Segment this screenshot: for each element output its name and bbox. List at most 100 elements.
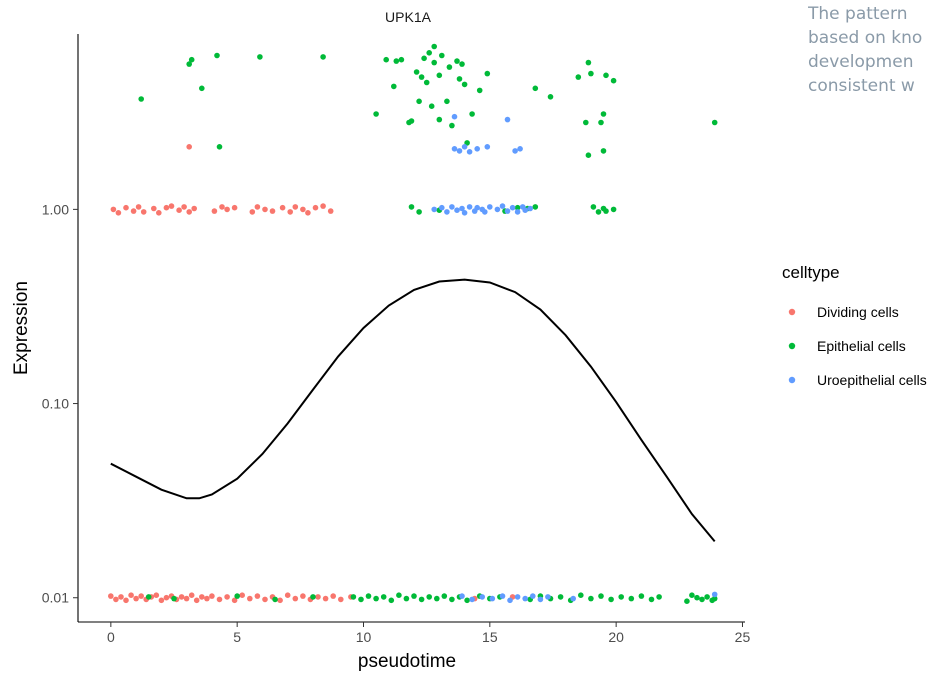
data-point <box>209 593 215 599</box>
data-point <box>403 595 410 602</box>
legend-item: Epithelial cells <box>788 338 906 354</box>
data-point <box>588 595 594 602</box>
chart-title: UPK1A <box>385 9 432 25</box>
data-point <box>292 204 299 210</box>
data-point <box>338 596 344 603</box>
data-point <box>451 113 458 120</box>
data-point <box>216 596 223 603</box>
data-point <box>570 595 576 602</box>
data-point <box>487 204 493 210</box>
data-point <box>284 592 291 598</box>
data-point <box>532 85 539 92</box>
data-point <box>482 209 488 215</box>
data-point <box>300 206 306 213</box>
data-point <box>138 96 144 102</box>
data-point <box>423 79 430 86</box>
data-point <box>411 593 417 599</box>
data-point <box>153 592 160 598</box>
data-point <box>398 56 405 63</box>
data-point <box>191 205 197 212</box>
data-point <box>512 148 518 154</box>
data-point <box>547 94 554 100</box>
data-point <box>441 593 448 599</box>
y-tick-label: 1.00 <box>42 201 69 217</box>
data-point <box>254 593 261 599</box>
data-point <box>188 56 195 63</box>
data-point <box>638 593 645 599</box>
side-text-line: The pattern <box>808 4 908 24</box>
data-point <box>704 594 710 600</box>
data-point <box>699 596 705 603</box>
data-point <box>466 149 473 155</box>
side-text-line: consistent w <box>808 76 915 96</box>
data-point <box>330 593 337 599</box>
data-point <box>168 203 175 209</box>
data-point <box>247 595 253 602</box>
data-point <box>320 203 326 209</box>
legend-marker <box>788 376 796 384</box>
data-point <box>711 595 718 602</box>
data-point <box>603 208 609 214</box>
data-point <box>628 595 635 602</box>
data-point <box>163 594 170 601</box>
data-point <box>509 204 516 211</box>
legend-item: Dividing cells <box>788 304 899 320</box>
data-point <box>279 204 286 211</box>
data-point <box>171 595 177 602</box>
data-point <box>130 208 137 214</box>
legend-label: Uroepithelial cells <box>817 372 927 388</box>
data-point <box>431 59 438 66</box>
data-point <box>474 146 481 152</box>
data-point <box>434 595 440 602</box>
data-point <box>158 597 165 604</box>
data-point <box>600 148 607 154</box>
data-point <box>178 594 185 600</box>
data-point <box>269 208 276 214</box>
data-point <box>504 208 511 214</box>
data-point <box>608 596 614 603</box>
data-point <box>418 74 425 80</box>
data-point <box>489 595 496 602</box>
data-point <box>600 111 607 117</box>
x-tick-label: 25 <box>735 629 751 645</box>
y-axis-label: Expression <box>11 281 32 375</box>
data-point <box>224 206 230 213</box>
data-point <box>499 593 506 599</box>
data-point <box>156 210 162 216</box>
data-point <box>459 593 465 599</box>
data-point <box>391 83 397 90</box>
data-point <box>476 87 483 94</box>
data-point <box>431 206 438 213</box>
data-point <box>204 595 210 602</box>
data-point <box>583 119 589 126</box>
data-point <box>320 54 326 60</box>
data-point <box>219 204 225 210</box>
data-point <box>711 591 718 598</box>
data-points <box>108 43 718 604</box>
data-point <box>656 594 662 600</box>
legend-marker <box>788 342 796 350</box>
data-point <box>365 593 372 599</box>
data-point <box>413 69 420 75</box>
data-point <box>585 59 592 66</box>
data-point <box>383 56 390 63</box>
data-point <box>466 204 473 210</box>
data-point <box>444 98 450 105</box>
data-point <box>578 592 584 598</box>
data-point <box>454 58 460 64</box>
data-point <box>186 209 192 215</box>
data-point <box>446 64 453 70</box>
data-point <box>537 596 544 603</box>
y-tick-label: 0.01 <box>42 590 69 606</box>
data-point <box>350 594 357 600</box>
data-point <box>234 593 240 599</box>
axes: 0 5 10 15 20 25 0.01 0.10 1.00 <box>42 34 751 645</box>
data-point <box>618 594 624 600</box>
side-text: The pattern based on kno developmen cons… <box>808 2 948 98</box>
legend-label: Epithelial cells <box>817 338 906 354</box>
data-point <box>388 597 395 604</box>
data-point <box>590 204 597 210</box>
x-tick-label: 10 <box>356 629 372 645</box>
x-tick-label: 15 <box>482 629 498 645</box>
data-point <box>418 596 425 603</box>
